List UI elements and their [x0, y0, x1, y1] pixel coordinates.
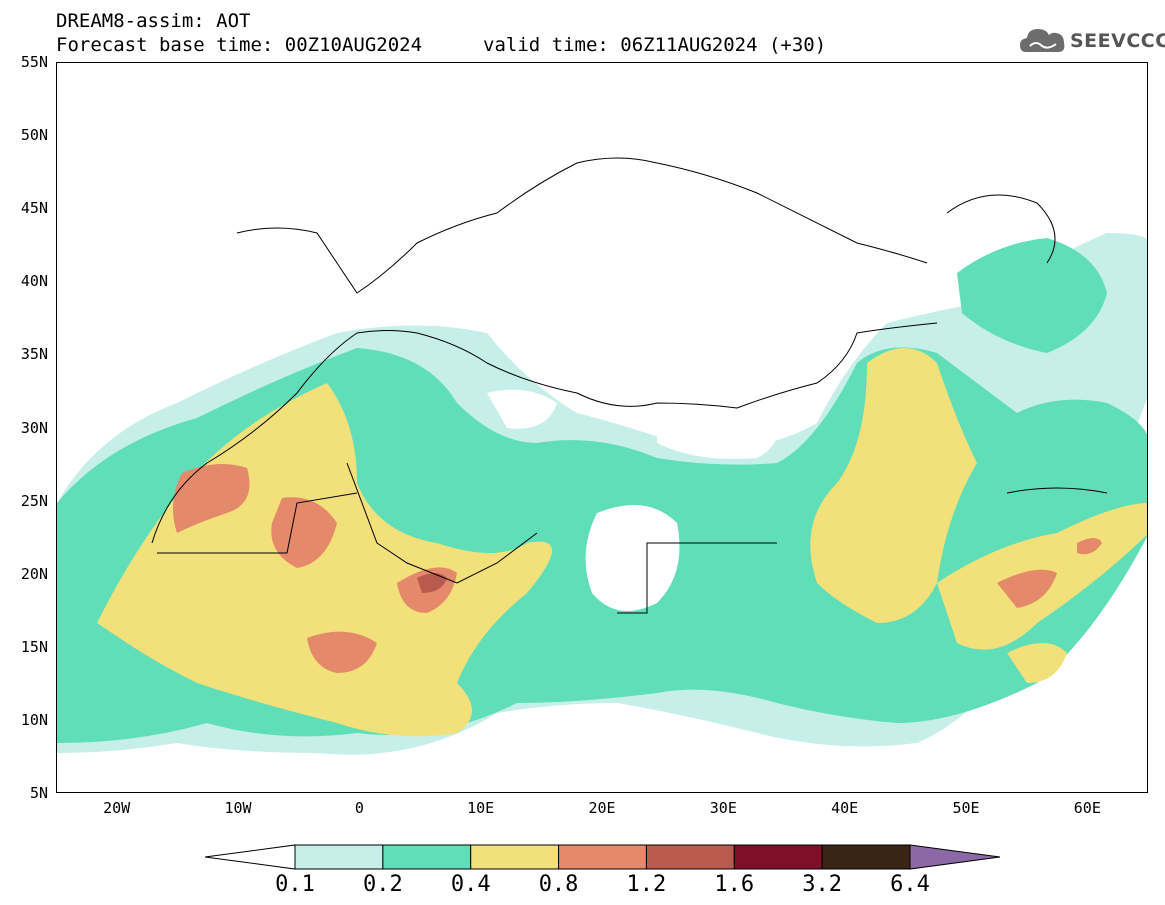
colorbar-segment — [821, 844, 911, 870]
lon-label: 0 — [354, 799, 364, 817]
lon-label: 10E — [467, 799, 495, 817]
cloud-icon — [1020, 29, 1065, 52]
colorbar-label: 0.2 — [362, 872, 403, 897]
lat-label: 15N — [20, 637, 48, 656]
valid-time-label: valid time: 06Z11AUG2024 (+30) — [483, 34, 827, 56]
colorbar-label: 3.2 — [802, 872, 843, 897]
base-time-label: Forecast base time: 00Z10AUG2024 — [56, 34, 423, 56]
lon-label: 40E — [831, 799, 859, 817]
lat-label: 20N — [20, 564, 48, 583]
lat-label: 10N — [20, 710, 48, 729]
seevccc-logo: SEEVCCC — [1018, 24, 1165, 58]
lat-label: 40N — [20, 272, 48, 291]
lon-label: 60E — [1073, 799, 1101, 817]
lon-label: 10W — [224, 799, 252, 817]
lat-label: 30N — [20, 418, 48, 437]
lon-label: 50E — [952, 799, 980, 817]
coastlines — [151, 157, 1108, 614]
lat-label: 55N — [20, 53, 48, 71]
model-title: DREAM8-assim: AOT — [56, 10, 251, 32]
colorbar-segment — [733, 844, 823, 870]
colorbar-left-triangle — [205, 844, 296, 870]
lat-label: 35N — [20, 345, 48, 364]
colorbar-segment — [382, 844, 472, 870]
colorbar-segment — [470, 844, 560, 870]
lon-label: 30E — [709, 799, 737, 817]
colorbar-segment — [294, 844, 384, 870]
colorbar-segment — [645, 844, 735, 870]
colorbar-label: 0.8 — [538, 872, 579, 897]
colorbar-label: 0.1 — [275, 872, 315, 897]
lon-label: 20E — [588, 799, 616, 817]
lat-label: 25N — [20, 491, 48, 510]
aot-clear-areas — [487, 389, 780, 611]
aot-map — [56, 62, 1148, 793]
colorbar-label: 1.6 — [714, 872, 755, 897]
logo-text: SEEVCCC — [1070, 30, 1165, 52]
lat-label: 45N — [20, 199, 48, 218]
colorbar-label: 1.2 — [626, 872, 667, 897]
colorbar-label: 0.4 — [450, 872, 491, 897]
map-svg — [57, 157, 1147, 755]
lat-label: 50N — [20, 126, 48, 145]
colorbar-right-triangle — [909, 844, 1000, 870]
colorbar — [205, 844, 1000, 870]
lon-label: 20W — [103, 799, 131, 817]
colorbar-label: 6.4 — [890, 872, 930, 897]
colorbar-segment — [558, 844, 647, 870]
aot-contour-1-2 — [417, 573, 447, 593]
lat-label: 5N — [29, 784, 48, 802]
